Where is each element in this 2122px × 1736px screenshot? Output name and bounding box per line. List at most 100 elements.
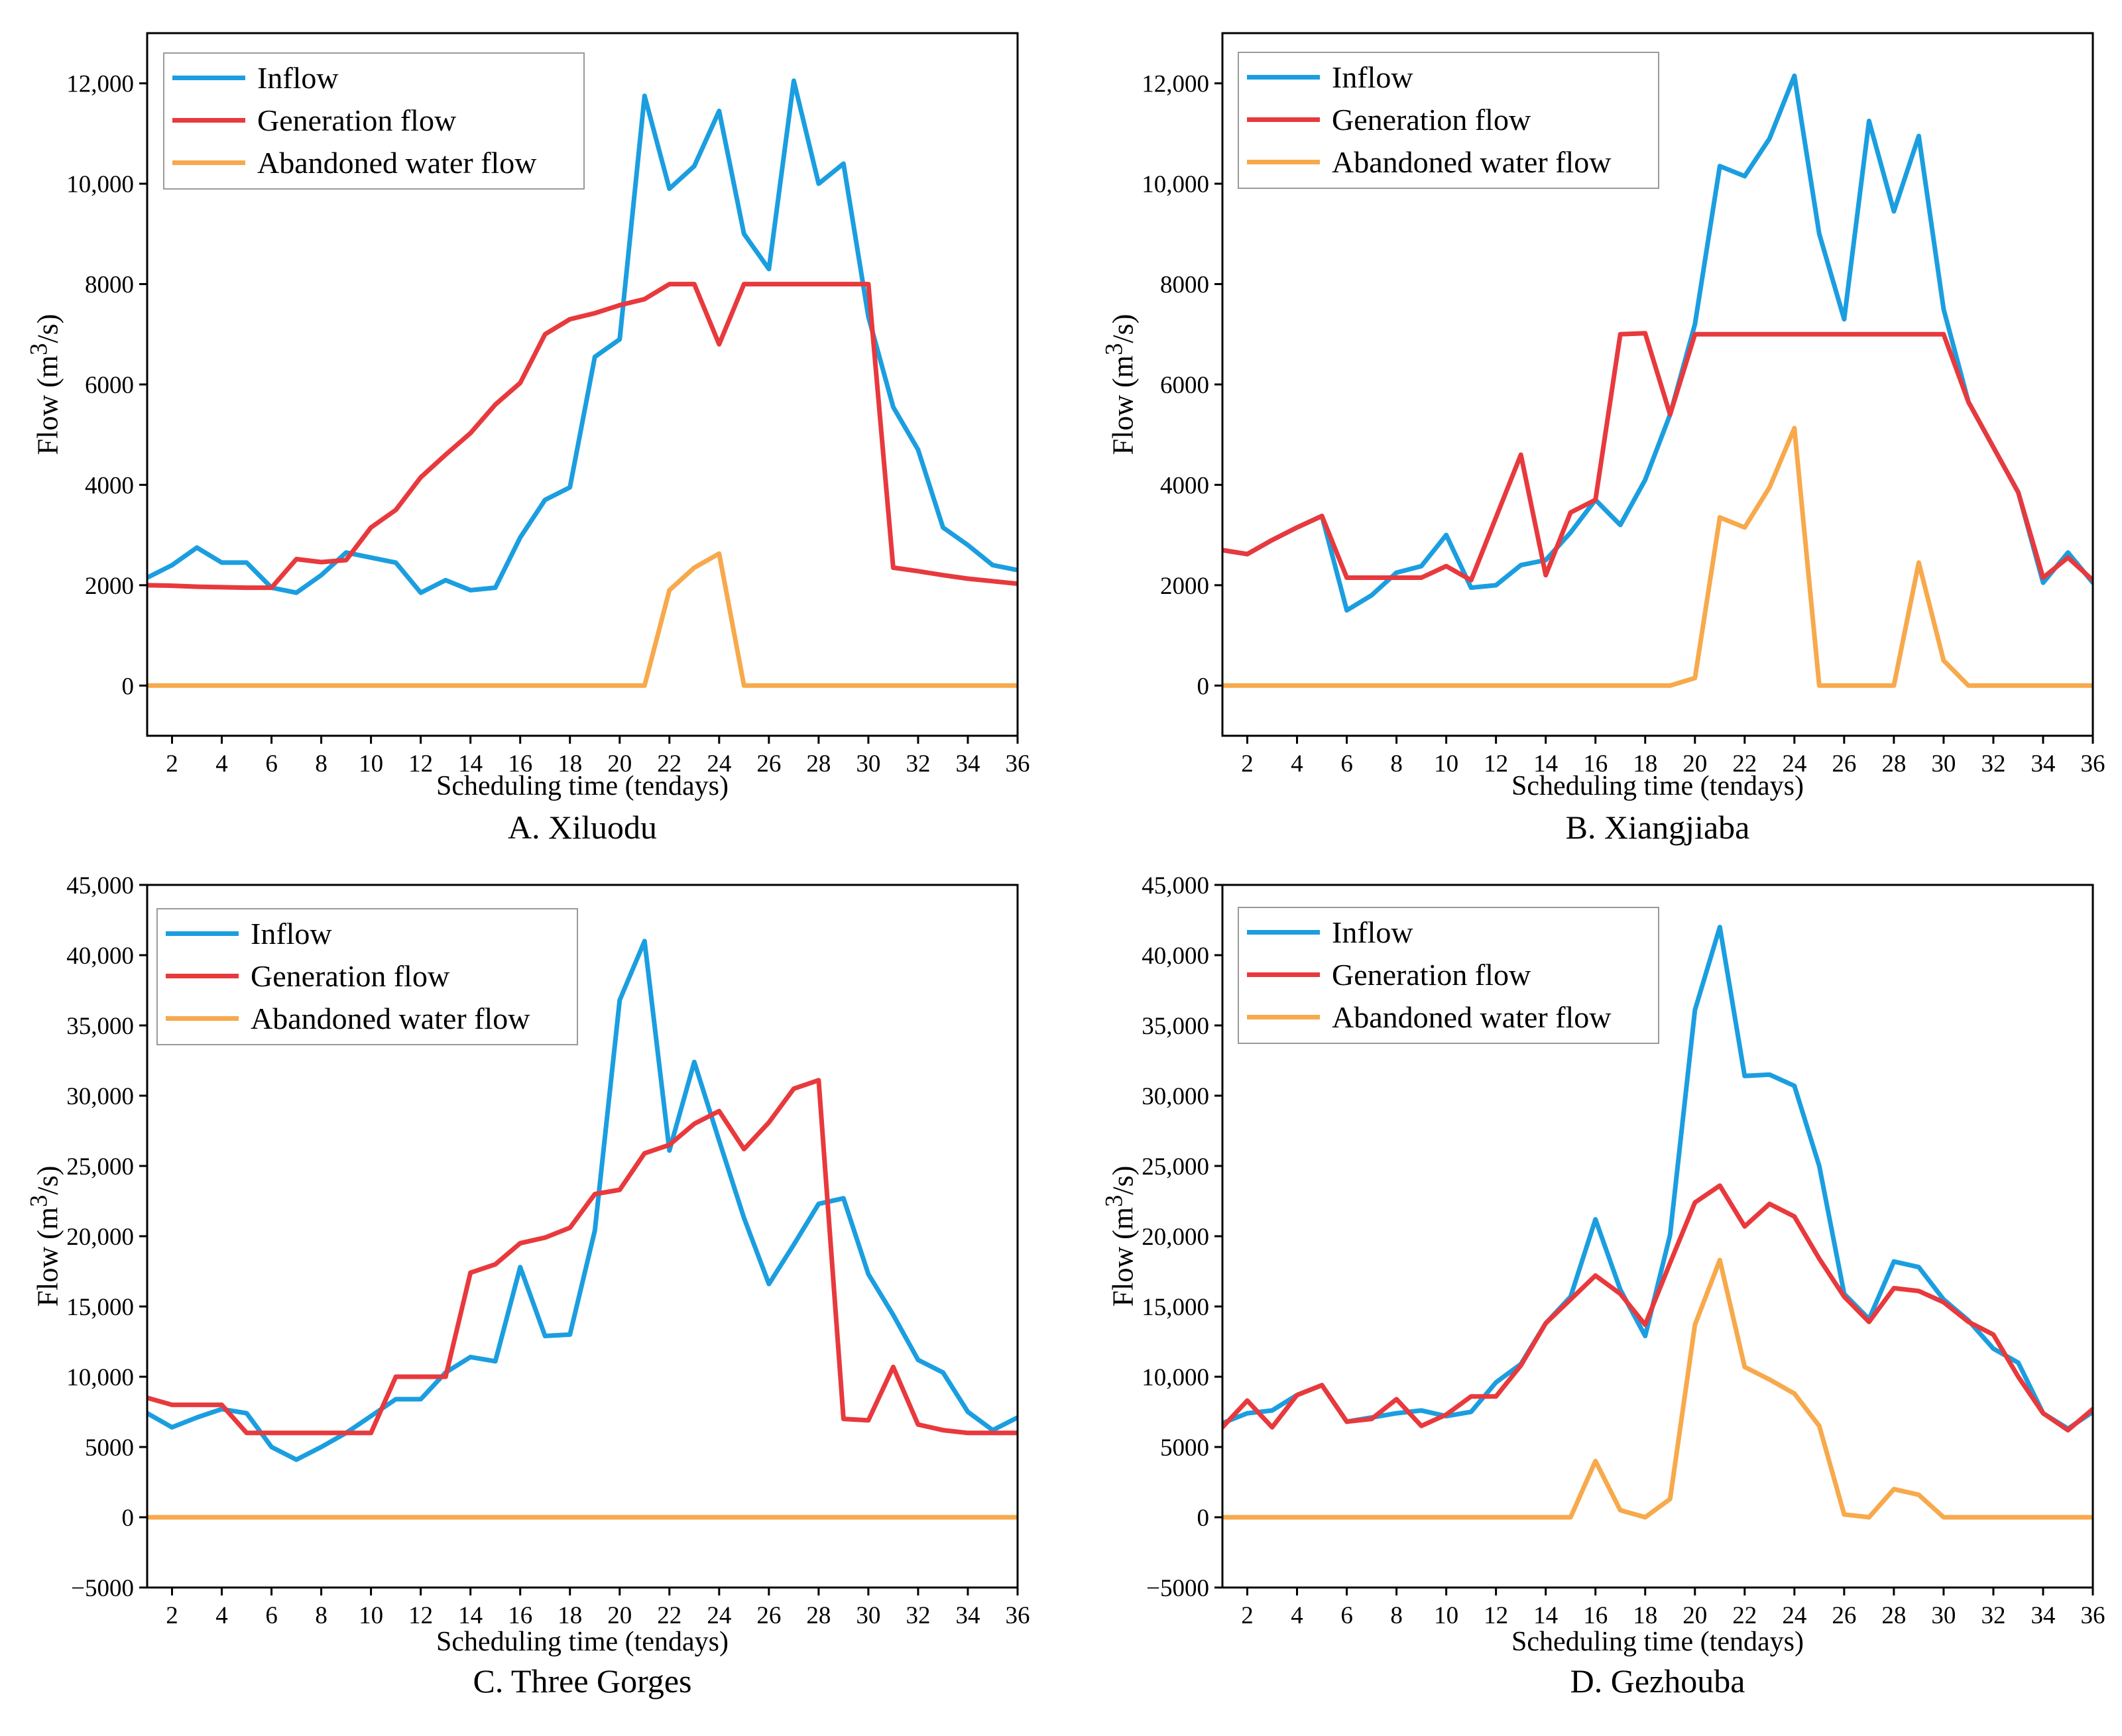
- x-tick-label: 8: [315, 750, 327, 778]
- x-tick-label: 24: [1782, 1602, 1806, 1629]
- y-tick-label: 30,000: [66, 1083, 134, 1110]
- y-tick-label: 6000: [85, 372, 134, 399]
- legend: Inflow Generation flow Abandoned water f…: [1238, 52, 1659, 189]
- y-tick-label: 8000: [1160, 272, 1209, 299]
- chart-caption: C. Three Gorges: [473, 1662, 692, 1700]
- legend-label-inflow: Inflow: [1332, 915, 1413, 949]
- legend-swatch-inflow: [166, 931, 239, 936]
- x-tick-label: 14: [1533, 1602, 1558, 1629]
- x-tick-label: 8: [1390, 750, 1403, 778]
- x-tick-label: 18: [1633, 1602, 1657, 1629]
- y-axis-title: Flow (m3/s): [1100, 1165, 1140, 1307]
- legend-label-abandoned-water-flow: Abandoned water flow: [257, 146, 537, 180]
- chart-caption: B. Xiangjiaba: [1565, 809, 1750, 846]
- legend-label-inflow: Inflow: [1332, 60, 1413, 94]
- legend-label-abandoned-water-flow: Abandoned water flow: [1332, 145, 1612, 179]
- x-tick-label: 20: [1682, 750, 1707, 778]
- x-tick-label: 2: [166, 1602, 178, 1629]
- legend-item-generation-flow: Generation flow: [1239, 955, 1658, 994]
- x-tick-label: 32: [906, 1602, 930, 1629]
- x-tick-label: 10: [359, 750, 383, 778]
- legend-item-generation-flow: Generation flow: [164, 100, 583, 140]
- y-tick-label: 20,000: [1142, 1224, 1209, 1251]
- y-tick-label: 15,000: [1142, 1294, 1209, 1321]
- x-tick-label: 36: [1006, 750, 1030, 778]
- x-tick-label: 36: [2081, 1602, 2105, 1629]
- legend-swatch-abandoned-water-flow: [1247, 1015, 1320, 1019]
- legend-label-inflow: Inflow: [257, 61, 339, 95]
- x-axis-title: Scheduling time (tendays): [1511, 1627, 1804, 1657]
- x-tick-label: 22: [657, 1602, 681, 1629]
- x-tick-label: 30: [1931, 1602, 1956, 1629]
- series-line-generation-flow: [147, 282, 1018, 591]
- legend-label-generation-flow: Generation flow: [1332, 958, 1531, 992]
- series-line-abandoned-water-flow: [147, 551, 1018, 688]
- x-tick-label: 14: [458, 750, 483, 778]
- legend-swatch-abandoned-water-flow: [166, 1016, 239, 1021]
- x-tick-label: 2: [166, 750, 178, 778]
- y-tick-label: −5000: [1146, 1575, 1209, 1602]
- x-tick-label: 30: [856, 1602, 880, 1629]
- x-tick-label: 28: [806, 750, 831, 778]
- legend-item-abandoned-water-flow: Abandoned water flow: [1239, 997, 1658, 1037]
- legend-item-generation-flow: Generation flow: [158, 956, 577, 996]
- x-tick-label: 28: [806, 1602, 831, 1629]
- y-tick-label: 12,000: [1142, 71, 1209, 98]
- x-tick-label: 18: [1633, 750, 1657, 778]
- x-tick-label: 12: [408, 750, 433, 778]
- series-line-generation-flow: [1222, 331, 2093, 583]
- legend: Inflow Generation flow Abandoned water f…: [163, 52, 585, 190]
- x-tick-label: 16: [1583, 750, 1608, 778]
- x-tick-label: 16: [508, 1602, 532, 1629]
- legend: Inflow Generation flow Abandoned water f…: [1238, 907, 1659, 1044]
- legend-swatch-inflow: [172, 76, 245, 80]
- series-line-generation-flow: [1222, 1183, 2093, 1433]
- x-tick-label: 8: [315, 1602, 327, 1629]
- series-line-generation-flow: [147, 1078, 1018, 1436]
- x-tick-label: 20: [607, 750, 632, 778]
- series-line-inflow: [1222, 73, 2093, 613]
- legend-swatch-inflow: [1247, 75, 1320, 80]
- y-tick-label: 10,000: [66, 1364, 134, 1391]
- x-tick-label: 8: [1390, 1602, 1403, 1629]
- x-tick-label: 6: [265, 750, 278, 778]
- x-tick-label: 14: [1533, 750, 1558, 778]
- y-tick-label: 35,000: [1142, 1013, 1209, 1040]
- series-line-abandoned-water-flow: [1222, 1257, 2093, 1520]
- y-tick-label: 0: [1197, 673, 1210, 700]
- x-tick-label: 24: [1782, 750, 1806, 778]
- y-tick-label: 25,000: [66, 1153, 134, 1181]
- x-axis-title: Scheduling time (tendays): [436, 771, 729, 801]
- y-tick-label: 5000: [1160, 1434, 1209, 1462]
- x-tick-label: 18: [558, 750, 582, 778]
- x-tick-label: 26: [756, 1602, 781, 1629]
- x-tick-label: 4: [215, 1602, 228, 1629]
- y-tick-label: 35,000: [66, 1013, 134, 1040]
- x-tick-label: 34: [955, 1602, 980, 1629]
- series-line-inflow: [147, 939, 1018, 1462]
- y-tick-label: 2000: [1160, 573, 1209, 600]
- x-tick-label: 16: [508, 750, 532, 778]
- y-tick-label: 0: [122, 673, 135, 700]
- y-tick-label: 40,000: [66, 943, 134, 970]
- y-tick-label: 40,000: [1142, 943, 1209, 970]
- legend-swatch-inflow: [1247, 930, 1320, 935]
- y-tick-label: 5000: [85, 1434, 134, 1462]
- y-tick-label: 15,000: [66, 1294, 134, 1321]
- y-tick-label: 10,000: [66, 171, 134, 198]
- x-tick-label: 26: [756, 750, 781, 778]
- x-tick-label: 36: [1006, 1602, 1030, 1629]
- x-tick-label: 18: [558, 1602, 582, 1629]
- legend-item-inflow: Inflow: [1239, 912, 1658, 952]
- x-tick-label: 6: [265, 1602, 278, 1629]
- x-tick-label: 16: [1583, 1602, 1608, 1629]
- y-tick-label: 45,000: [66, 872, 134, 899]
- legend-item-inflow: Inflow: [158, 913, 577, 953]
- x-tick-label: 22: [657, 750, 681, 778]
